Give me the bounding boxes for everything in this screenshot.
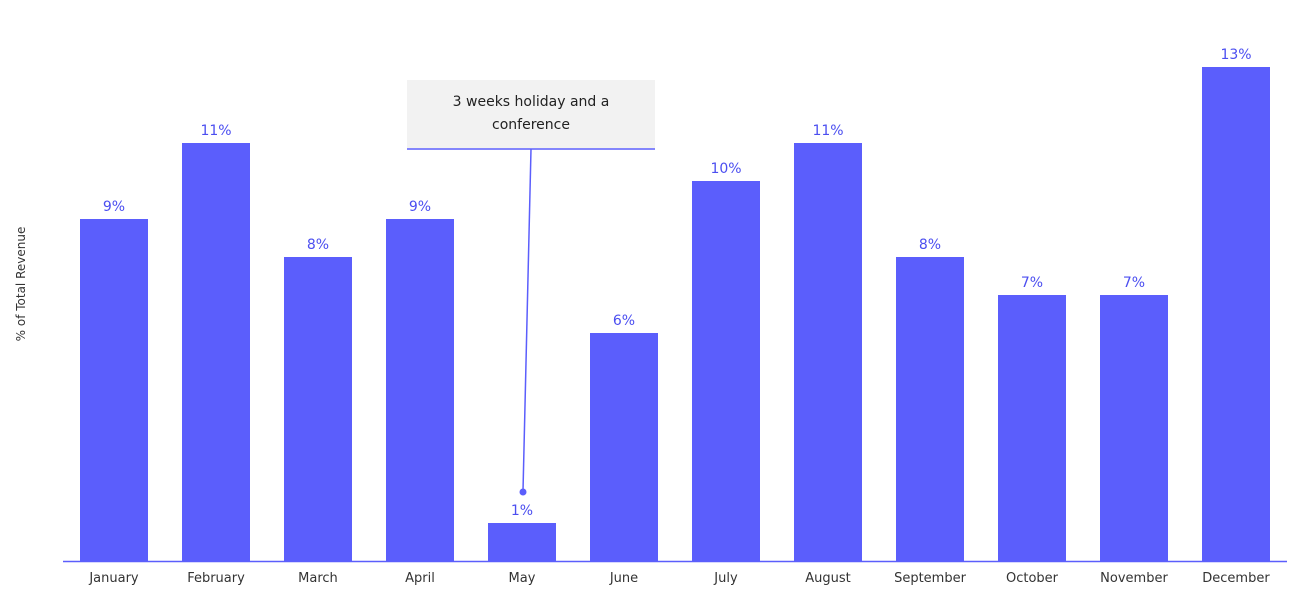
bar-july [692, 181, 760, 561]
data-label-february: 11% [200, 123, 231, 139]
x-tick-september: September [894, 571, 967, 586]
bar-june [590, 333, 658, 561]
x-tick-august: August [805, 571, 851, 586]
annotation-dot [519, 488, 527, 496]
x-tick-january: January [88, 571, 139, 586]
x-tick-july: July [713, 571, 738, 586]
x-tick-april: April [405, 571, 435, 586]
y-axis-label-text: % of Total Revenue [14, 226, 28, 342]
x-tick-october: October [1006, 571, 1059, 586]
bars-group [80, 67, 1270, 561]
data-labels-group: 9% 11% 8% 9% 1% 6% 10% 11% 8% 7% 7% 13% [103, 47, 1252, 519]
data-label-august: 11% [812, 123, 843, 139]
annotation-leader-line [522, 148, 532, 492]
bar-december [1202, 67, 1270, 561]
bar-march [284, 257, 352, 561]
bar-january [80, 219, 148, 561]
x-tick-march: March [298, 571, 338, 586]
annotation-callout: 3 weeks holiday and a conference [407, 80, 655, 148]
bar-november [1100, 295, 1168, 561]
data-label-november: 7% [1123, 275, 1145, 291]
data-label-april: 9% [409, 199, 431, 215]
bar-april [386, 219, 454, 561]
data-label-june: 6% [613, 313, 635, 329]
x-tick-november: November [1100, 571, 1168, 586]
bar-may [488, 523, 556, 561]
bar-october [998, 295, 1066, 561]
data-label-december: 13% [1220, 47, 1251, 63]
x-tick-december: December [1202, 571, 1270, 586]
data-label-september: 8% [919, 237, 941, 253]
data-label-march: 8% [307, 237, 329, 253]
y-axis-label: % of Total Revenue [6, 0, 36, 600]
data-label-july: 10% [710, 161, 741, 177]
bar-august [794, 143, 862, 561]
x-tick-june: June [609, 571, 638, 586]
data-label-october: 7% [1021, 275, 1043, 291]
annotation-text: 3 weeks holiday and a conference [452, 94, 610, 133]
data-label-january: 9% [103, 199, 125, 215]
x-tick-may: May [509, 571, 536, 586]
x-tick-labels-group: January February March April May June July Augu… [88, 571, 1270, 586]
bar-february [182, 143, 250, 561]
x-tick-february: February [187, 571, 245, 586]
bar-september [896, 257, 964, 561]
data-label-may: 1% [511, 503, 533, 519]
